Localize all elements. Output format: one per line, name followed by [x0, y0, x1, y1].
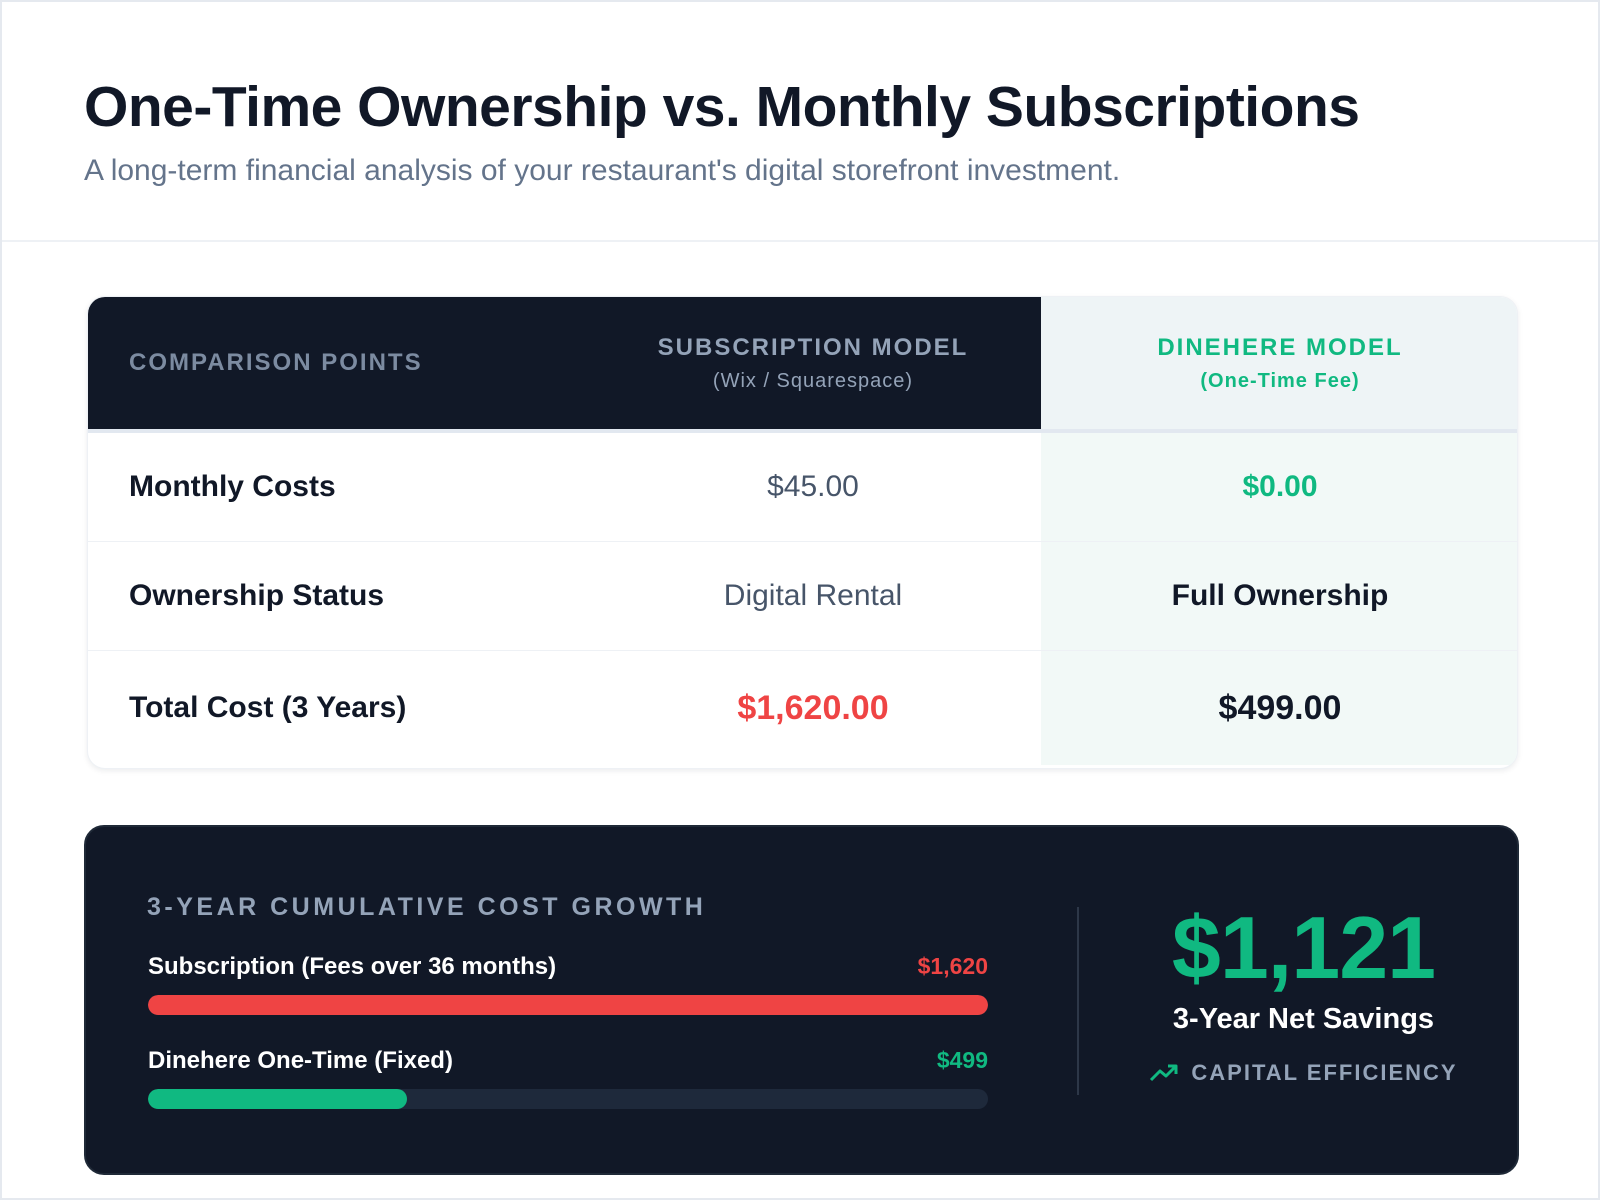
- header-label: SUBSCRIPTION MODEL: [657, 333, 969, 361]
- header-cell: COMPARISON POINTS: [88, 297, 585, 429]
- comparison-table: COMPARISON POINTS SUBSCRIPTION MODEL (Wix…: [87, 296, 1518, 769]
- header-cell: SUBSCRIPTION MODEL (Wix / Squarespace): [585, 297, 1041, 429]
- cell: Full Ownership: [1041, 542, 1517, 650]
- header: One-Time Ownership vs. Monthly Subscript…: [2, 2, 1598, 242]
- bar: [148, 1089, 407, 1109]
- table-row: Monthly Costs $45.00 $0.00: [88, 433, 1517, 542]
- bar-track: [148, 1089, 988, 1109]
- cell: $499.00: [1041, 651, 1517, 765]
- bar-header: Dinehere One-Time (Fixed) $499: [148, 1047, 988, 1075]
- title: One-Time Ownership vs. Monthly Subscript…: [84, 75, 1360, 139]
- bar-row: Dinehere One-Time (Fixed) $499: [148, 1047, 988, 1109]
- badge-text: CAPITAL EFFICIENCY: [1191, 1060, 1458, 1085]
- panel-title: 3-YEAR CUMULATIVE COST GROWTH: [147, 893, 707, 921]
- badge: CAPITAL EFFICIENCY: [1086, 1060, 1521, 1086]
- row-label: Monthly Costs: [129, 470, 336, 503]
- header-sublabel: (Wix / Squarespace): [712, 369, 914, 392]
- savings-label: 3-Year Net Savings: [1172, 1003, 1435, 1035]
- table-header: COMPARISON POINTS SUBSCRIPTION MODEL (Wix…: [88, 297, 1517, 433]
- cell: $0.00: [1041, 433, 1517, 541]
- row-label: Total Cost (3 Years): [129, 691, 407, 724]
- bar: [148, 995, 988, 1015]
- trend-icon: [1150, 1064, 1178, 1082]
- header-label: DINEHERE MODEL: [1157, 333, 1403, 361]
- header-cell: DINEHERE MODEL (One-Time Fee): [1041, 297, 1517, 429]
- growth-panel: 3-YEAR CUMULATIVE COST GROWTH Subscripti…: [84, 825, 1519, 1175]
- row-label: Ownership Status: [129, 579, 385, 612]
- savings-amount: $1,121: [1171, 898, 1436, 997]
- bar-value-label: $499: [936, 1047, 988, 1073]
- cell: $45.00: [767, 470, 859, 503]
- bar-header: Subscription (Fees over 36 months) $1,620: [148, 953, 988, 981]
- table-row: Ownership Status Digital Rental Full Own…: [88, 542, 1517, 651]
- header-sublabel: (One-Time Fee): [1200, 369, 1360, 392]
- bar-track: [148, 995, 988, 1015]
- divider: [1077, 907, 1079, 1095]
- bar-value-label: $1,620: [917, 953, 988, 979]
- savings: $1,121 3-Year Net Savings CAPITAL EFFICI…: [1086, 897, 1521, 1086]
- header-label: COMPARISON POINTS: [129, 349, 423, 376]
- cell: $1,620.00: [737, 688, 889, 727]
- table-row: Total Cost (3 Years) $1,620.00 $499.00: [88, 651, 1517, 765]
- subtitle: A long-term financial analysis of your r…: [84, 154, 1121, 187]
- cell: Digital Rental: [723, 579, 903, 612]
- bar-label: Dinehere One-Time (Fixed): [148, 1047, 453, 1074]
- bar-row: Subscription (Fees over 36 months) $1,620: [148, 953, 988, 1015]
- bar-label: Subscription (Fees over 36 months): [148, 953, 557, 980]
